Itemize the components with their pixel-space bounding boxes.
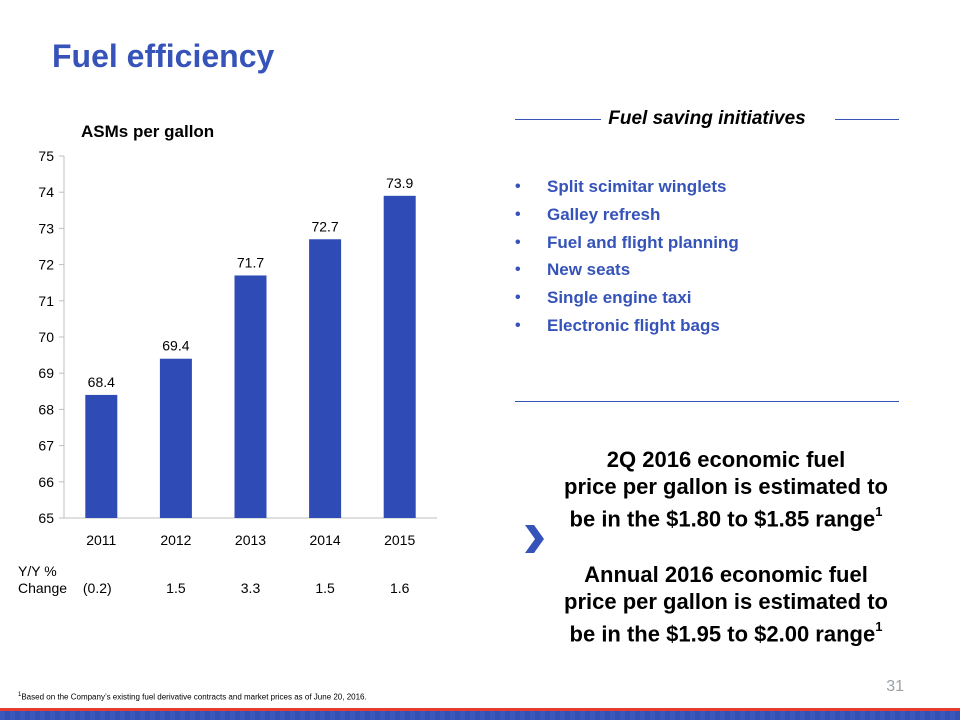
bullet-icon: • — [515, 178, 521, 195]
bar-2011 — [85, 394, 118, 518]
annual-estimate-line3: be in the $1.95 to $2.00 range — [569, 621, 876, 647]
x-tick-label: 2012 — [160, 532, 191, 548]
initiative-item: • Single engine taxi — [513, 286, 739, 314]
yoy-value: 3.3 — [240, 580, 261, 596]
data-label: 68.4 — [88, 374, 115, 390]
page-number: 31 — [886, 678, 904, 695]
y-tick-label: 66 — [38, 474, 54, 490]
initiative-label: Galley refresh — [547, 204, 661, 224]
data-label: 69.4 — [162, 338, 189, 354]
initiative-item: • Galley refresh — [513, 203, 739, 231]
y-tick-label: 65 — [38, 510, 54, 526]
initiatives-header: Fuel saving initiatives — [515, 108, 899, 132]
y-tick-label: 69 — [38, 365, 54, 381]
y-tick-label: 68 — [38, 401, 54, 417]
header-rule-left — [515, 119, 601, 120]
x-tick-label: 2014 — [310, 532, 341, 548]
initiative-item: • Electronic flight bags — [513, 314, 739, 342]
initiatives-title: Fuel saving initiatives — [608, 108, 806, 129]
initiative-label: Electronic flight bags — [547, 315, 720, 335]
x-tick-label: 2015 — [384, 532, 415, 548]
bar-chart: 65 66 67 68 69 70 71 72 73 74 75 68.4 2011 69.4 2012 71… — [38, 148, 437, 548]
footnote-ref: 1 — [875, 619, 883, 634]
initiative-label: New seats — [547, 260, 631, 280]
yoy-value: (0.2) — [82, 580, 112, 596]
q2-fuel-estimate: 2Q 2016 economic fuel price per gallon i… — [548, 446, 904, 532]
y-tick-label: 67 — [38, 438, 54, 454]
q2-estimate-line3: be in the $1.80 to $1.85 range — [569, 506, 876, 532]
page-title: Fuel efficiency — [52, 38, 275, 74]
initiative-item: • New seats — [513, 258, 739, 286]
section-divider — [515, 401, 899, 402]
footer-bar — [0, 708, 960, 720]
data-label: 73.9 — [386, 175, 413, 191]
chevron-right-icon — [525, 525, 544, 553]
yoy-label: Y/Y % Change — [18, 563, 67, 597]
annual-estimate-line2: price per gallon is estimated to — [564, 589, 888, 614]
x-tick-label: 2013 — [235, 532, 266, 548]
initiative-label: Single engine taxi — [547, 288, 692, 308]
bullet-icon: • — [515, 316, 521, 334]
bullet-icon: • — [515, 289, 521, 307]
initiative-item: • Fuel and flight planning — [513, 231, 739, 259]
chart-title: ASMs per gallon — [81, 122, 215, 141]
bullet-icon: • — [515, 261, 521, 279]
bar-2013 — [234, 275, 267, 518]
q2-estimate-line1: 2Q 2016 economic fuel — [606, 447, 846, 472]
footnote-text: Based on the Company’s existing fuel der… — [21, 692, 367, 702]
yoy-value: 1.5 — [166, 580, 186, 596]
bullet-icon: • — [515, 233, 521, 251]
y-tick-label: 73 — [38, 220, 54, 236]
yoy-label-line2: Change — [18, 580, 68, 596]
footnote-marker: 1 — [18, 692, 22, 698]
footnote: 1Based on the Company’s existing fuel de… — [18, 692, 367, 702]
y-tick-label: 72 — [38, 257, 54, 273]
yoy-value: 1.6 — [389, 580, 410, 596]
q2-estimate-line2: price per gallon is estimated to — [564, 474, 888, 499]
y-tick-label: 75 — [38, 148, 54, 164]
annual-estimate-line1: Annual 2016 economic fuel — [584, 562, 868, 587]
initiative-label: Fuel and flight planning — [547, 232, 739, 252]
initiative-item: • Split scimitar winglets — [513, 175, 739, 203]
header-rule-right — [835, 119, 899, 120]
y-tick-label: 74 — [38, 184, 54, 200]
footer-red-stripe — [0, 708, 960, 711]
footnote-ref: 1 — [875, 504, 883, 519]
y-tick-label: 71 — [38, 293, 54, 309]
bar-2012 — [159, 358, 192, 518]
y-tick-label: 70 — [38, 329, 54, 345]
data-label: 72.7 — [311, 218, 338, 234]
yoy-value: 1.5 — [315, 580, 335, 596]
annual-fuel-estimate: Annual 2016 economic fuel price per gall… — [548, 561, 904, 647]
initiative-label: Split scimitar winglets — [547, 177, 727, 196]
bar-2014 — [309, 239, 342, 518]
x-tick-label: 2011 — [86, 532, 116, 548]
data-label: 71.7 — [237, 254, 264, 270]
initiatives-list: • Split scimitar winglets • Galley refresh •… — [513, 175, 739, 342]
bullet-icon: • — [515, 205, 521, 223]
yoy-label-line1: Y/Y % — [18, 563, 57, 579]
bar-2015 — [383, 195, 416, 518]
